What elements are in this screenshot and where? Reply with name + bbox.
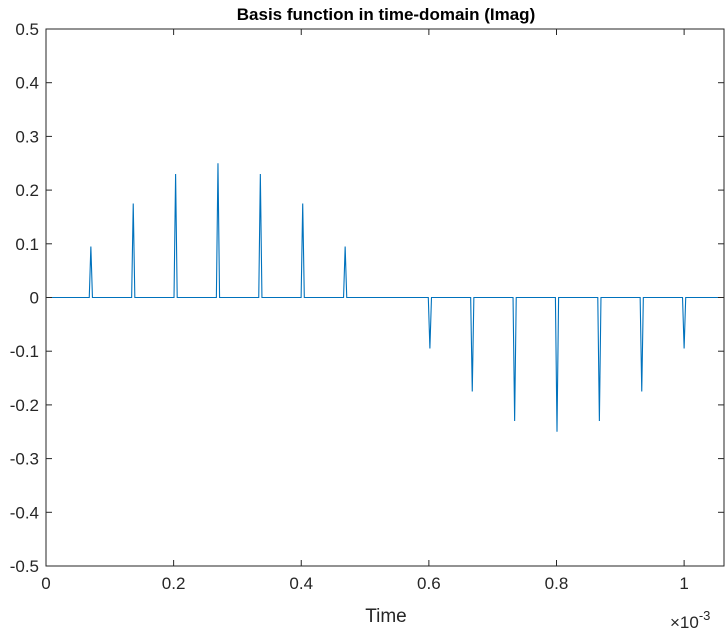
x-tick-label: 0.6: [417, 574, 441, 593]
x-tick-label: 0.2: [162, 574, 186, 593]
x-tick-label: 0: [41, 574, 50, 593]
y-tick-label: -0.2: [10, 396, 39, 415]
y-tick-label: 0: [30, 289, 39, 308]
x-axis-exponent-base: ×10: [670, 613, 699, 631]
y-tick-label: 0.5: [15, 20, 39, 39]
y-tick-label: -0.5: [10, 557, 39, 576]
axes: [45, 28, 725, 567]
y-tick-label: 0.2: [15, 181, 39, 200]
y-tick-label: -0.4: [10, 503, 39, 522]
tick-labels: 0 0.2 0.4 0.6 0.8 1 -0.5 -0.4 -0.3 -0.2 -0.1 0 0.1 0.…: [10, 20, 689, 593]
series-line-0: [46, 163, 724, 432]
chart-title: Basis function in time-domain (Imag): [237, 5, 535, 24]
y-tick-label: 0.4: [15, 74, 39, 93]
y-tick-label: -0.3: [10, 450, 39, 469]
x-axis-label: Time: [365, 606, 407, 627]
x-tick-label: 0.4: [289, 574, 313, 593]
x-axis-exponent-power: -3: [699, 608, 711, 623]
plot-area: [46, 163, 724, 432]
y-tick-label: 0.1: [15, 235, 39, 254]
y-tick-label: -0.1: [10, 342, 39, 361]
y-tick-label: 0.3: [15, 127, 39, 146]
x-axis-exponent: ×10-3: [670, 608, 710, 631]
x-tick-label: 0.8: [545, 574, 569, 593]
x-tick-label: 1: [679, 574, 688, 593]
